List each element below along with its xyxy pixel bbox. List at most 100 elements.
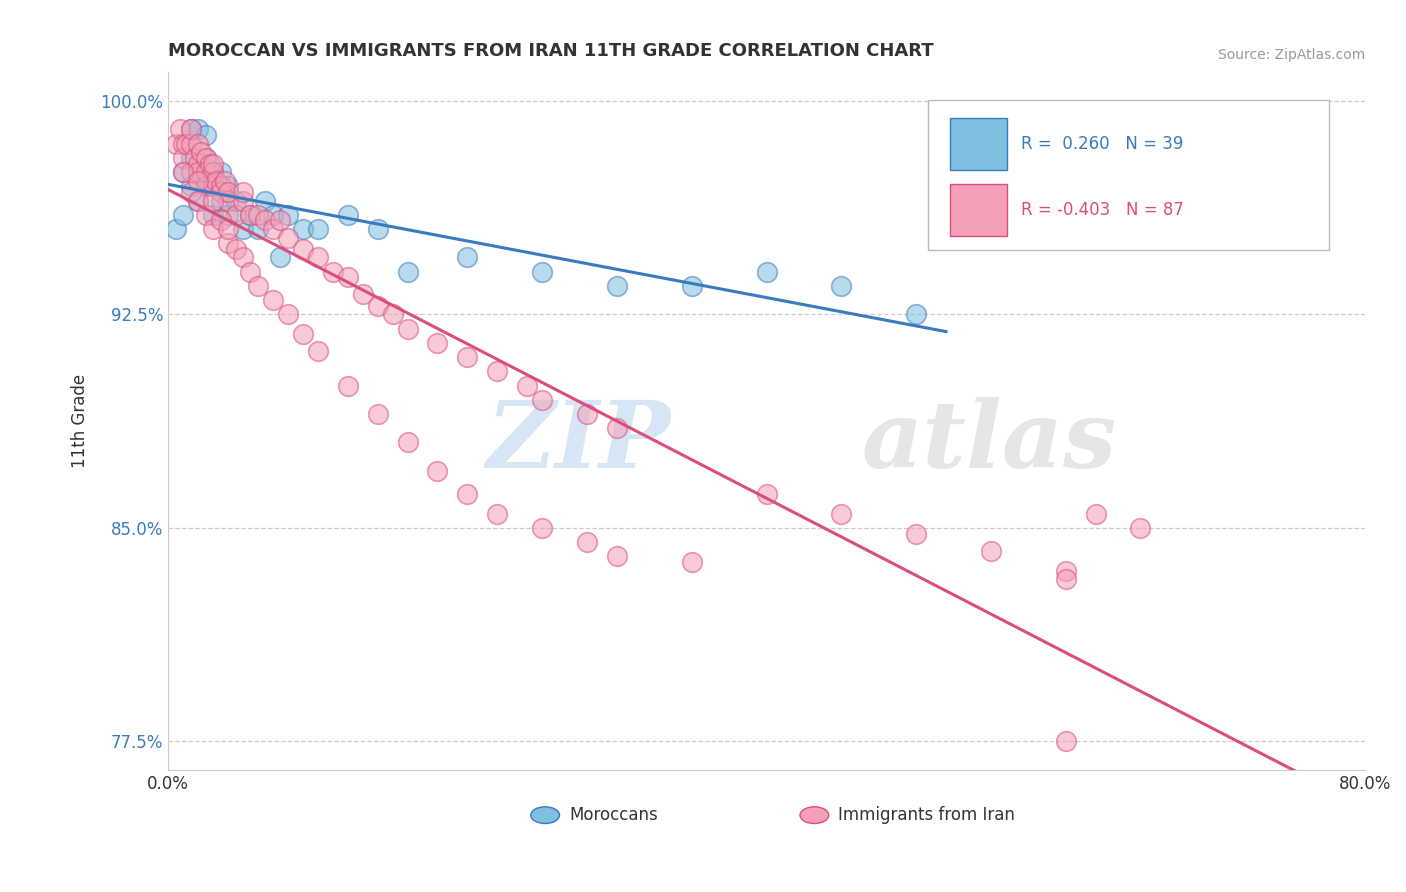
Point [217,179,239,194]
Point [830,279,852,293]
Point [755,265,778,279]
Text: ZIP: ZIP [486,397,671,487]
Point [367,407,389,421]
Point [239,208,262,222]
Point [246,279,269,293]
Point [322,265,344,279]
Point [202,165,225,179]
Point [190,145,212,160]
Point [187,122,209,136]
Point [232,251,254,265]
Point [194,128,217,142]
Text: R =  0.260   N = 39: R = 0.260 N = 39 [1021,136,1184,153]
Point [486,364,509,378]
Point [456,350,478,364]
Point [172,208,194,222]
Point [277,307,299,321]
Point [456,251,478,265]
Point [291,222,314,236]
Point [426,464,449,478]
Y-axis label: 11th Grade: 11th Grade [72,374,89,468]
Point [576,535,599,549]
Point [184,151,207,165]
Point [336,378,359,392]
Point [172,165,194,179]
Point [239,208,262,222]
Circle shape [531,806,560,823]
Point [905,307,928,321]
Point [336,270,359,285]
Point [246,222,269,236]
Point [232,194,254,208]
Point [262,208,284,222]
Point [254,194,277,208]
Point [209,165,232,179]
Point [291,327,314,342]
Point [905,526,928,541]
Point [194,151,217,165]
Point [516,378,538,392]
FancyBboxPatch shape [928,100,1329,251]
Point [209,213,232,227]
Point [202,179,225,194]
Text: R = -0.403   N = 87: R = -0.403 N = 87 [1021,201,1184,219]
Point [367,222,389,236]
Point [232,185,254,199]
Point [180,122,202,136]
Text: Immigrants from Iran: Immigrants from Iran [838,806,1015,824]
Point [194,179,217,194]
Point [187,165,209,179]
Point [202,156,225,170]
Point [202,208,225,222]
Point [830,507,852,521]
Point [980,543,1002,558]
Point [396,435,419,450]
FancyBboxPatch shape [949,184,1007,236]
Point [209,185,232,199]
Point [187,156,209,170]
Point [1129,521,1152,535]
Point [198,156,221,170]
Point [262,222,284,236]
Point [352,287,374,301]
Point [194,179,217,194]
Text: atlas: atlas [862,397,1118,487]
Point [269,251,291,265]
Point [277,230,299,244]
Point [209,194,232,208]
Point [606,279,628,293]
Point [187,165,209,179]
Point [277,208,299,222]
Point [180,165,202,179]
Point [202,165,225,179]
Point [180,185,202,199]
Point [486,507,509,521]
Point [202,179,225,194]
Point [367,299,389,313]
Point [531,521,554,535]
Point [217,236,239,251]
Point [755,486,778,500]
Text: MOROCCAN VS IMMIGRANTS FROM IRAN 11TH GRADE CORRELATION CHART: MOROCCAN VS IMMIGRANTS FROM IRAN 11TH GR… [169,42,934,60]
Point [225,194,247,208]
Point [396,321,419,335]
Point [209,179,232,194]
Point [172,136,194,151]
Point [307,344,329,359]
Point [165,222,187,236]
Point [307,251,329,265]
Point [336,208,359,222]
Point [246,208,269,222]
Point [456,486,478,500]
Point [217,194,239,208]
Point [194,208,217,222]
Point [1084,507,1107,521]
Point [576,407,599,421]
Point [205,173,228,187]
FancyBboxPatch shape [949,118,1007,170]
Point [187,194,209,208]
Point [426,335,449,350]
Point [1054,572,1077,586]
Point [187,136,209,151]
Point [1054,734,1077,748]
